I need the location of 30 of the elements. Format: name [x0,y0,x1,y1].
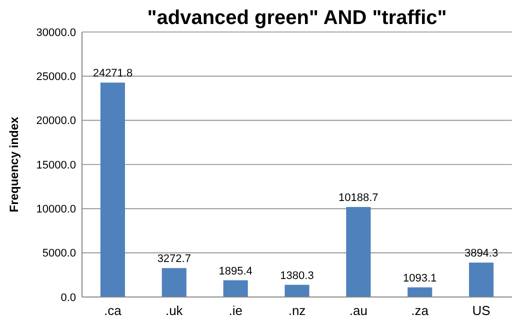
bar [223,280,248,297]
y-axis-title: Frequency index [7,116,21,212]
x-tick-label: .nz [288,303,306,318]
data-label: 10188.7 [338,192,378,204]
bar [100,82,125,297]
y-tick-label: 15000.0 [36,159,76,172]
data-label: 3894.3 [464,248,498,260]
y-tick-label: 5000.0 [42,248,76,260]
chart-title: "advanced green" AND "traffic" [147,7,447,29]
bar [346,207,371,297]
x-tick-label: US [472,303,491,318]
x-tick-label: .uk [165,303,184,318]
y-tick-label: 25000.0 [36,71,76,84]
x-tick-label: .za [411,303,430,318]
bar [408,287,432,297]
y-tick-label: 10000.0 [36,204,76,216]
y-tick-label: 0.0 [60,292,76,304]
x-tick-label: .ie [228,303,242,318]
bar [162,268,186,297]
data-label: 1895.4 [218,265,252,278]
data-label: 24271.8 [92,68,133,80]
data-label: 1093.1 [403,272,437,284]
data-label: 3272.7 [157,253,191,266]
x-tick-label: .ca [104,303,122,318]
x-tick-label: .au [349,303,368,318]
bar [469,262,494,297]
y-tick-label: 30000.0 [36,26,76,39]
y-tick-label: 20000.0 [36,115,76,128]
data-label: 1380.3 [280,270,314,282]
bar [284,284,310,297]
